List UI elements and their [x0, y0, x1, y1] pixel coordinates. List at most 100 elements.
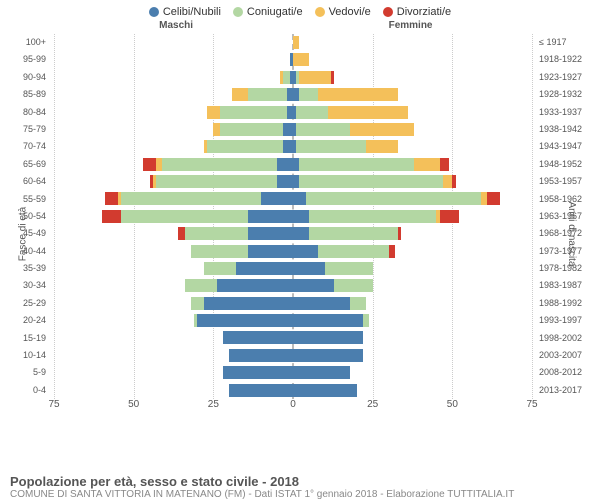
bar-segment: [363, 314, 369, 327]
age-label: 55-59: [10, 191, 50, 208]
bar-row: [54, 245, 532, 258]
bar-segment: [293, 210, 309, 223]
age-label: 20-24: [10, 312, 50, 329]
birth-label: 1943-1947: [535, 138, 590, 155]
bar-row: [54, 349, 532, 362]
bar-row: [54, 210, 532, 223]
bar-segment: [293, 314, 363, 327]
bar-row: [54, 71, 532, 84]
bar-row: [54, 36, 532, 49]
bar-segment: [293, 279, 334, 292]
age-label: 30-34: [10, 277, 50, 294]
bar-segment: [306, 192, 481, 205]
xaxis-tick: 50: [128, 399, 139, 410]
bar-segment: [299, 158, 414, 171]
bar-segment: [452, 175, 455, 188]
birth-label: 2008-2012: [535, 364, 590, 381]
age-label: 25-29: [10, 295, 50, 312]
yaxis-left: 100+95-9990-9485-8980-8475-7970-7465-696…: [10, 34, 50, 399]
birth-label: 1953-1957: [535, 173, 590, 190]
birth-label: 1978-1982: [535, 260, 590, 277]
legend-swatch: [149, 7, 159, 17]
bar-segment: [299, 71, 331, 84]
birth-label: 2013-2017: [535, 382, 590, 399]
bar-row: [54, 123, 532, 136]
bar-segment: [236, 262, 293, 275]
chart-title: Popolazione per età, sesso e stato civil…: [10, 474, 590, 489]
bar-row: [54, 314, 532, 327]
bar-segment: [487, 192, 500, 205]
yaxis-right: ≤ 19171918-19221923-19271928-19321933-19…: [535, 34, 590, 399]
legend-label: Vedovi/e: [329, 6, 371, 18]
xaxis-tick: 25: [208, 399, 219, 410]
bar-segment: [153, 175, 156, 188]
age-label: 75-79: [10, 121, 50, 138]
bar-segment: [443, 175, 453, 188]
xaxis-tick: 50: [447, 399, 458, 410]
bar-segment: [204, 262, 236, 275]
bar-row: [54, 106, 532, 119]
bar-segment: [197, 314, 293, 327]
age-label: 70-74: [10, 138, 50, 155]
bar-row: [54, 384, 532, 397]
bar-segment: [299, 175, 442, 188]
age-label: 100+: [10, 34, 50, 51]
bar-segment: [220, 123, 284, 136]
bar-segment: [178, 227, 184, 240]
bar-row: [54, 158, 532, 171]
bar-segment: [283, 71, 289, 84]
bar-segment: [118, 192, 121, 205]
birth-label: 1963-1967: [535, 208, 590, 225]
birth-label: 1968-1972: [535, 225, 590, 242]
bar-segment: [318, 88, 398, 101]
bar-segment: [207, 106, 220, 119]
bar-segment: [213, 123, 219, 136]
birth-label: 1958-1962: [535, 191, 590, 208]
bar-segment: [293, 192, 306, 205]
xaxis-tick: 75: [526, 399, 537, 410]
bar-segment: [293, 36, 299, 49]
footer: Popolazione per età, sesso e stato civil…: [10, 474, 590, 500]
bar-segment: [248, 210, 293, 223]
header-male: Maschi: [159, 20, 193, 31]
chart-frame: Fasce di età Anni di nascita 100+95-9990…: [10, 34, 590, 434]
bar-segment: [283, 140, 293, 153]
legend-swatch: [315, 7, 325, 17]
bar-segment: [156, 175, 277, 188]
bar-segment: [389, 245, 395, 258]
age-label: 50-54: [10, 208, 50, 225]
legend: Celibi/NubiliConiugati/eVedovi/eDivorzia…: [0, 0, 600, 20]
birth-label: 1938-1942: [535, 121, 590, 138]
bar-segment: [293, 297, 350, 310]
bar-segment: [204, 297, 293, 310]
bar-segment: [328, 106, 408, 119]
bar-segment: [398, 227, 401, 240]
plot-area: [54, 34, 532, 399]
bar-segment: [293, 227, 309, 240]
birth-label: ≤ 1917: [535, 34, 590, 51]
gender-headers: Maschi Femmine: [0, 20, 600, 34]
age-label: 90-94: [10, 69, 50, 86]
bar-segment: [191, 245, 248, 258]
age-label: 80-84: [10, 104, 50, 121]
chart-subtitle: COMUNE DI SANTA VITTORIA IN MATENANO (FM…: [10, 489, 590, 500]
bar-segment: [325, 262, 373, 275]
age-label: 60-64: [10, 173, 50, 190]
bar-segment: [440, 158, 450, 171]
birth-label: 1948-1952: [535, 156, 590, 173]
x-axis: 7550250255075: [54, 399, 532, 414]
bar-segment: [102, 210, 121, 223]
xaxis-tick: 0: [290, 399, 296, 410]
bar-row: [54, 53, 532, 66]
bar-segment: [318, 245, 388, 258]
bar-segment: [156, 158, 162, 171]
header-female: Femmine: [389, 20, 433, 31]
legend-label: Divorziati/e: [397, 6, 451, 18]
bar-segment: [185, 279, 217, 292]
bar-segment: [277, 158, 293, 171]
bar-segment: [293, 245, 318, 258]
bar-segment: [223, 366, 293, 379]
bar-segment: [220, 106, 287, 119]
bar-segment: [331, 71, 334, 84]
age-label: 15-19: [10, 330, 50, 347]
